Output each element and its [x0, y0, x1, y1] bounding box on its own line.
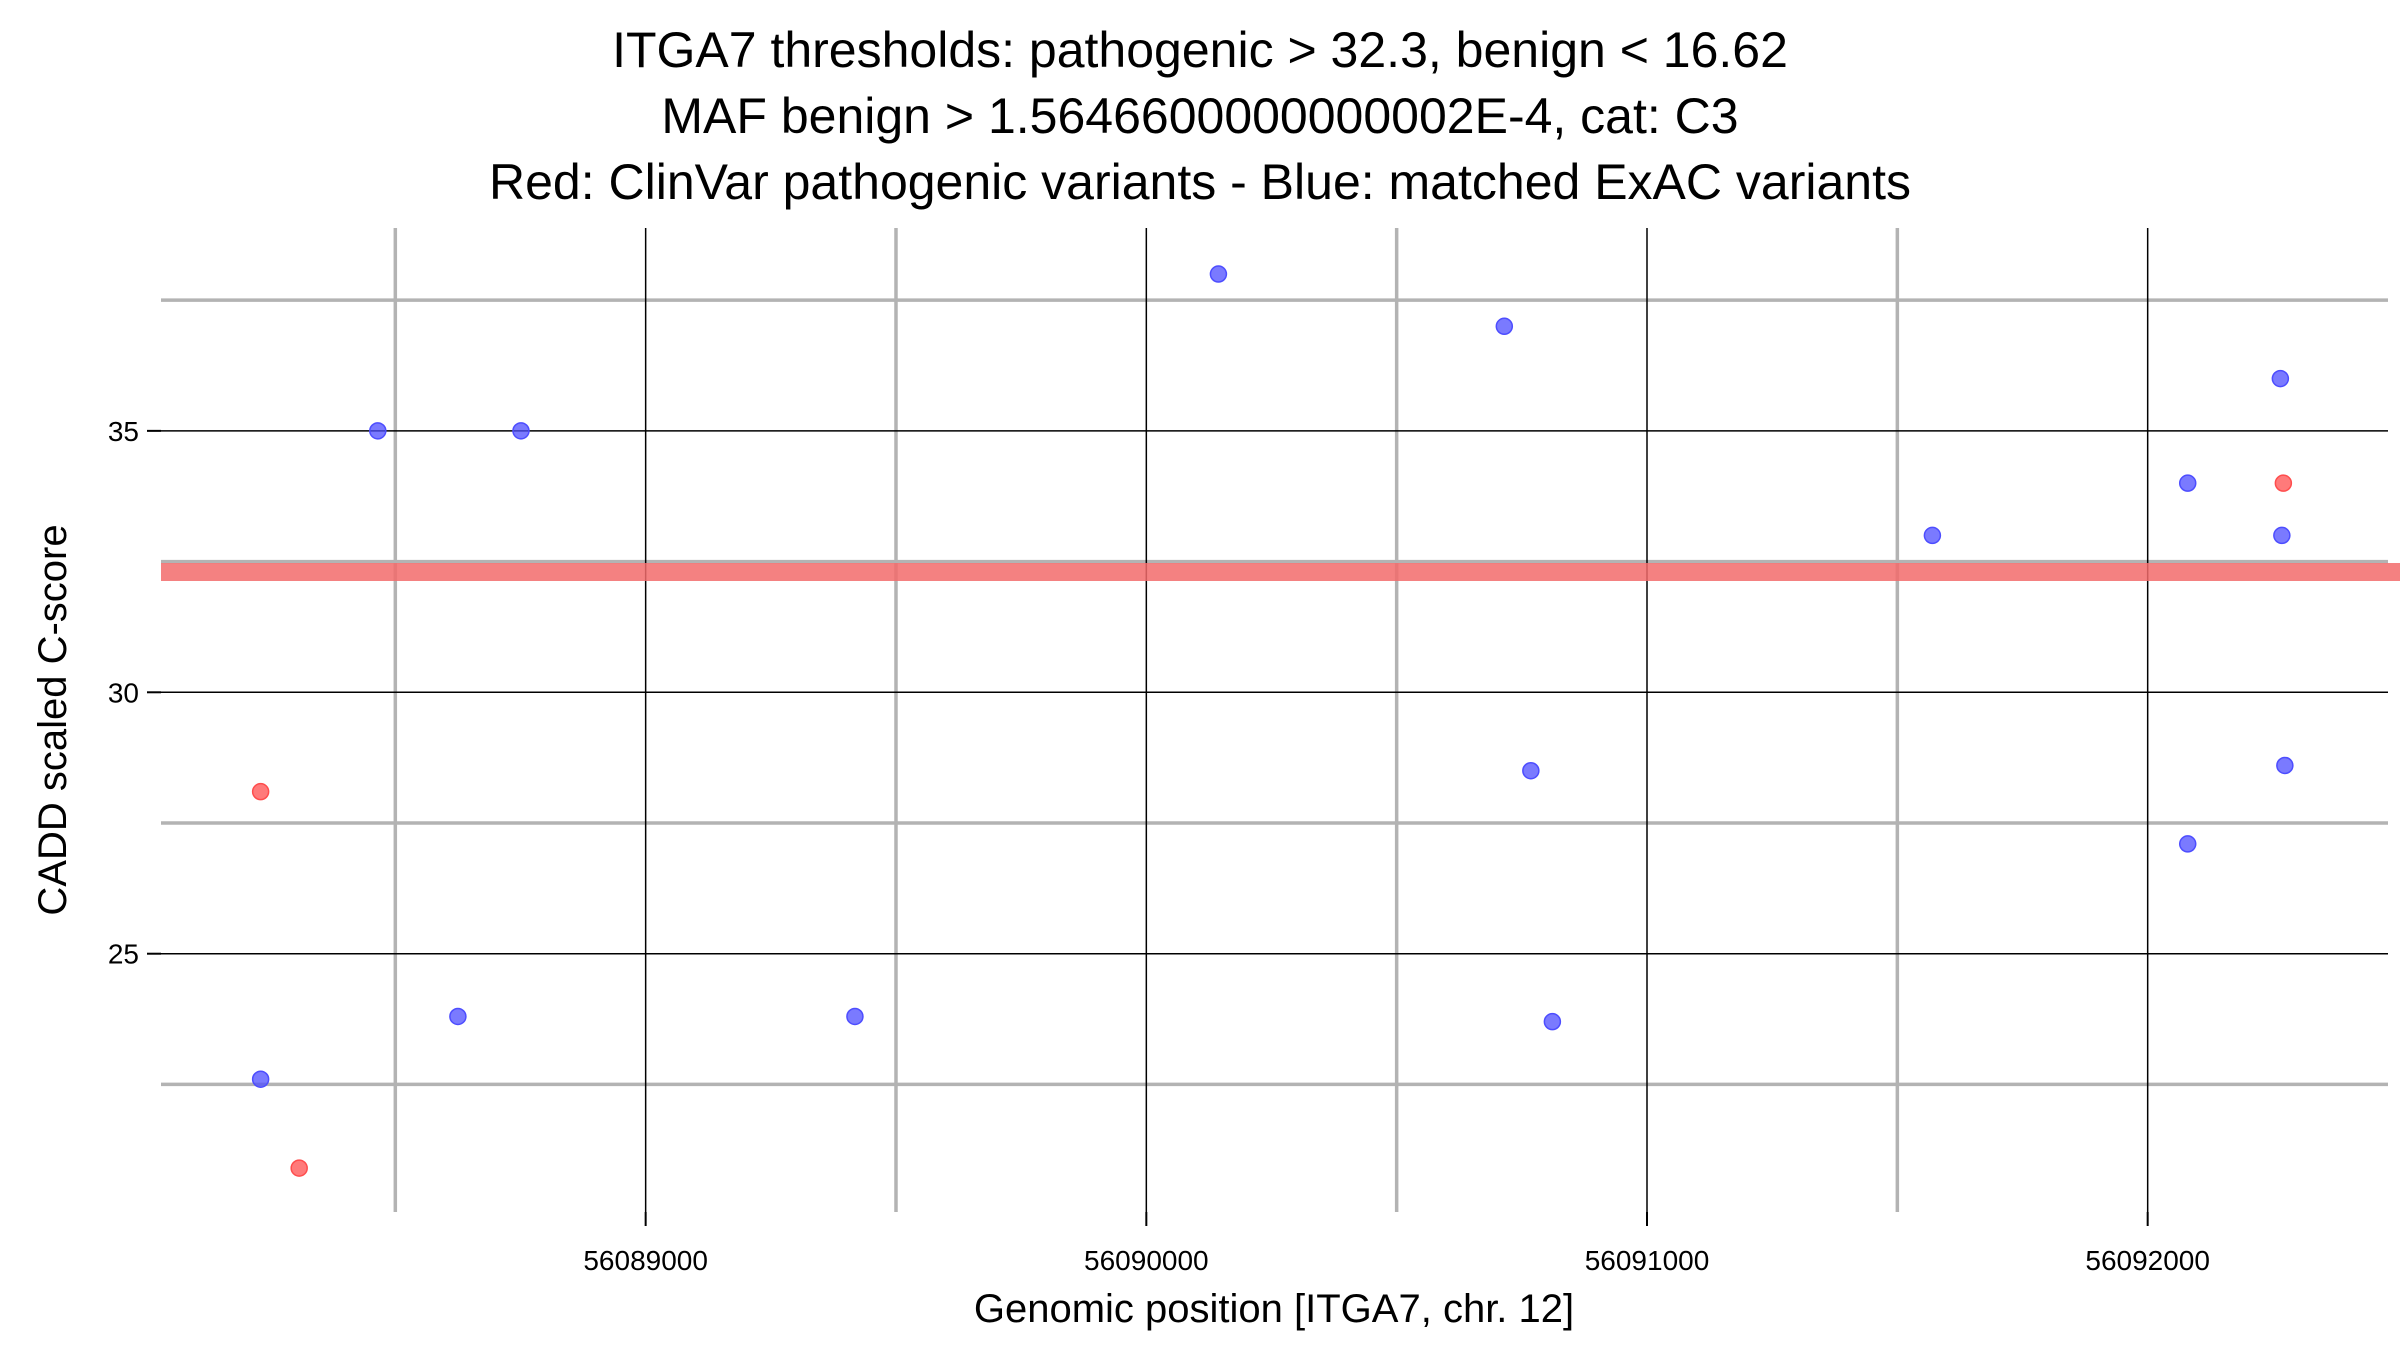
- exac-point: [2178, 474, 2197, 492]
- clinvar-point: [290, 1159, 308, 1177]
- exac-point: [251, 1070, 270, 1088]
- exac-point: [449, 1007, 467, 1026]
- exac-point: [2276, 756, 2294, 775]
- x-tick-label: 56089000: [583, 1245, 708, 1276]
- exac-point: [1522, 761, 1540, 780]
- title-line-3: Red: ClinVar pathogenic variants - Blue:…: [489, 154, 1911, 210]
- exac-point: [1495, 317, 1514, 336]
- exac-point: [369, 422, 387, 440]
- exac-point: [2273, 526, 2291, 545]
- clinvar-point: [251, 782, 270, 801]
- y-tick-label: 30: [108, 677, 139, 708]
- x-tick-label: 56090000: [1084, 1245, 1209, 1276]
- chart-title: ITGA7 thresholds: pathogenic > 32.3, ben…: [489, 22, 1911, 210]
- exac-point: [1543, 1012, 1562, 1031]
- exac-point: [846, 1007, 864, 1026]
- exac-point: [2178, 835, 2197, 853]
- y-axis-label: CADD scaled C-score: [31, 524, 75, 915]
- x-axis-ticks: 56089000 56090000 56091000 56092000: [583, 1212, 2210, 1276]
- exac-point: [2271, 369, 2290, 388]
- title-line-2: MAF benign > 1.5646600000000002E-4, cat:…: [661, 88, 1738, 144]
- data-points: [251, 265, 2294, 1177]
- exac-point: [1209, 265, 1228, 283]
- y-axis-ticks: 25 30 35: [108, 416, 161, 970]
- y-tick-label: 35: [108, 416, 139, 447]
- title-line-1: ITGA7 thresholds: pathogenic > 32.3, ben…: [612, 22, 1788, 78]
- x-tick-label: 56092000: [2085, 1245, 2210, 1276]
- grid: [161, 228, 2388, 1212]
- x-tick-label: 56091000: [1585, 1245, 1710, 1276]
- clinvar-point: [2274, 474, 2293, 492]
- y-tick-label: 25: [108, 939, 139, 970]
- exac-point: [1923, 526, 1942, 545]
- exac-point: [512, 422, 530, 440]
- x-axis-label: Genomic position [ITGA7, chr. 12]: [974, 1287, 1574, 1331]
